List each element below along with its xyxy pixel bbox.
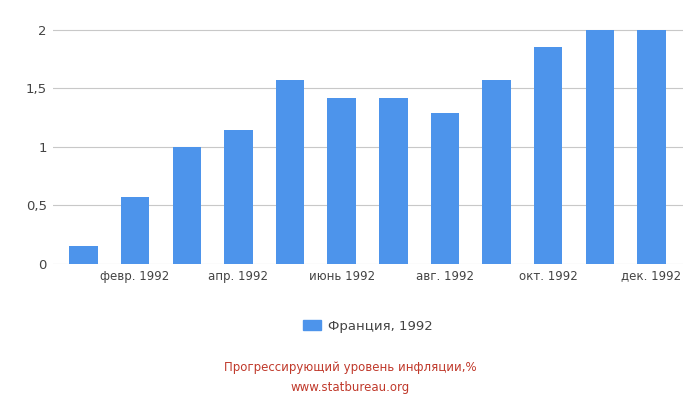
Bar — [482, 80, 511, 264]
Bar — [69, 246, 98, 264]
Bar — [276, 80, 304, 264]
Bar — [586, 30, 614, 264]
Legend: Франция, 1992: Франция, 1992 — [298, 314, 438, 338]
Bar — [173, 147, 201, 264]
Bar — [379, 98, 407, 264]
Text: Прогрессирующий уровень инфляции,%
www.statbureau.org: Прогрессирующий уровень инфляции,% www.s… — [224, 362, 476, 394]
Bar — [430, 113, 459, 264]
Bar — [328, 98, 356, 264]
Bar — [224, 130, 253, 264]
Bar — [637, 30, 666, 264]
Bar — [534, 47, 562, 264]
Bar — [121, 197, 149, 264]
